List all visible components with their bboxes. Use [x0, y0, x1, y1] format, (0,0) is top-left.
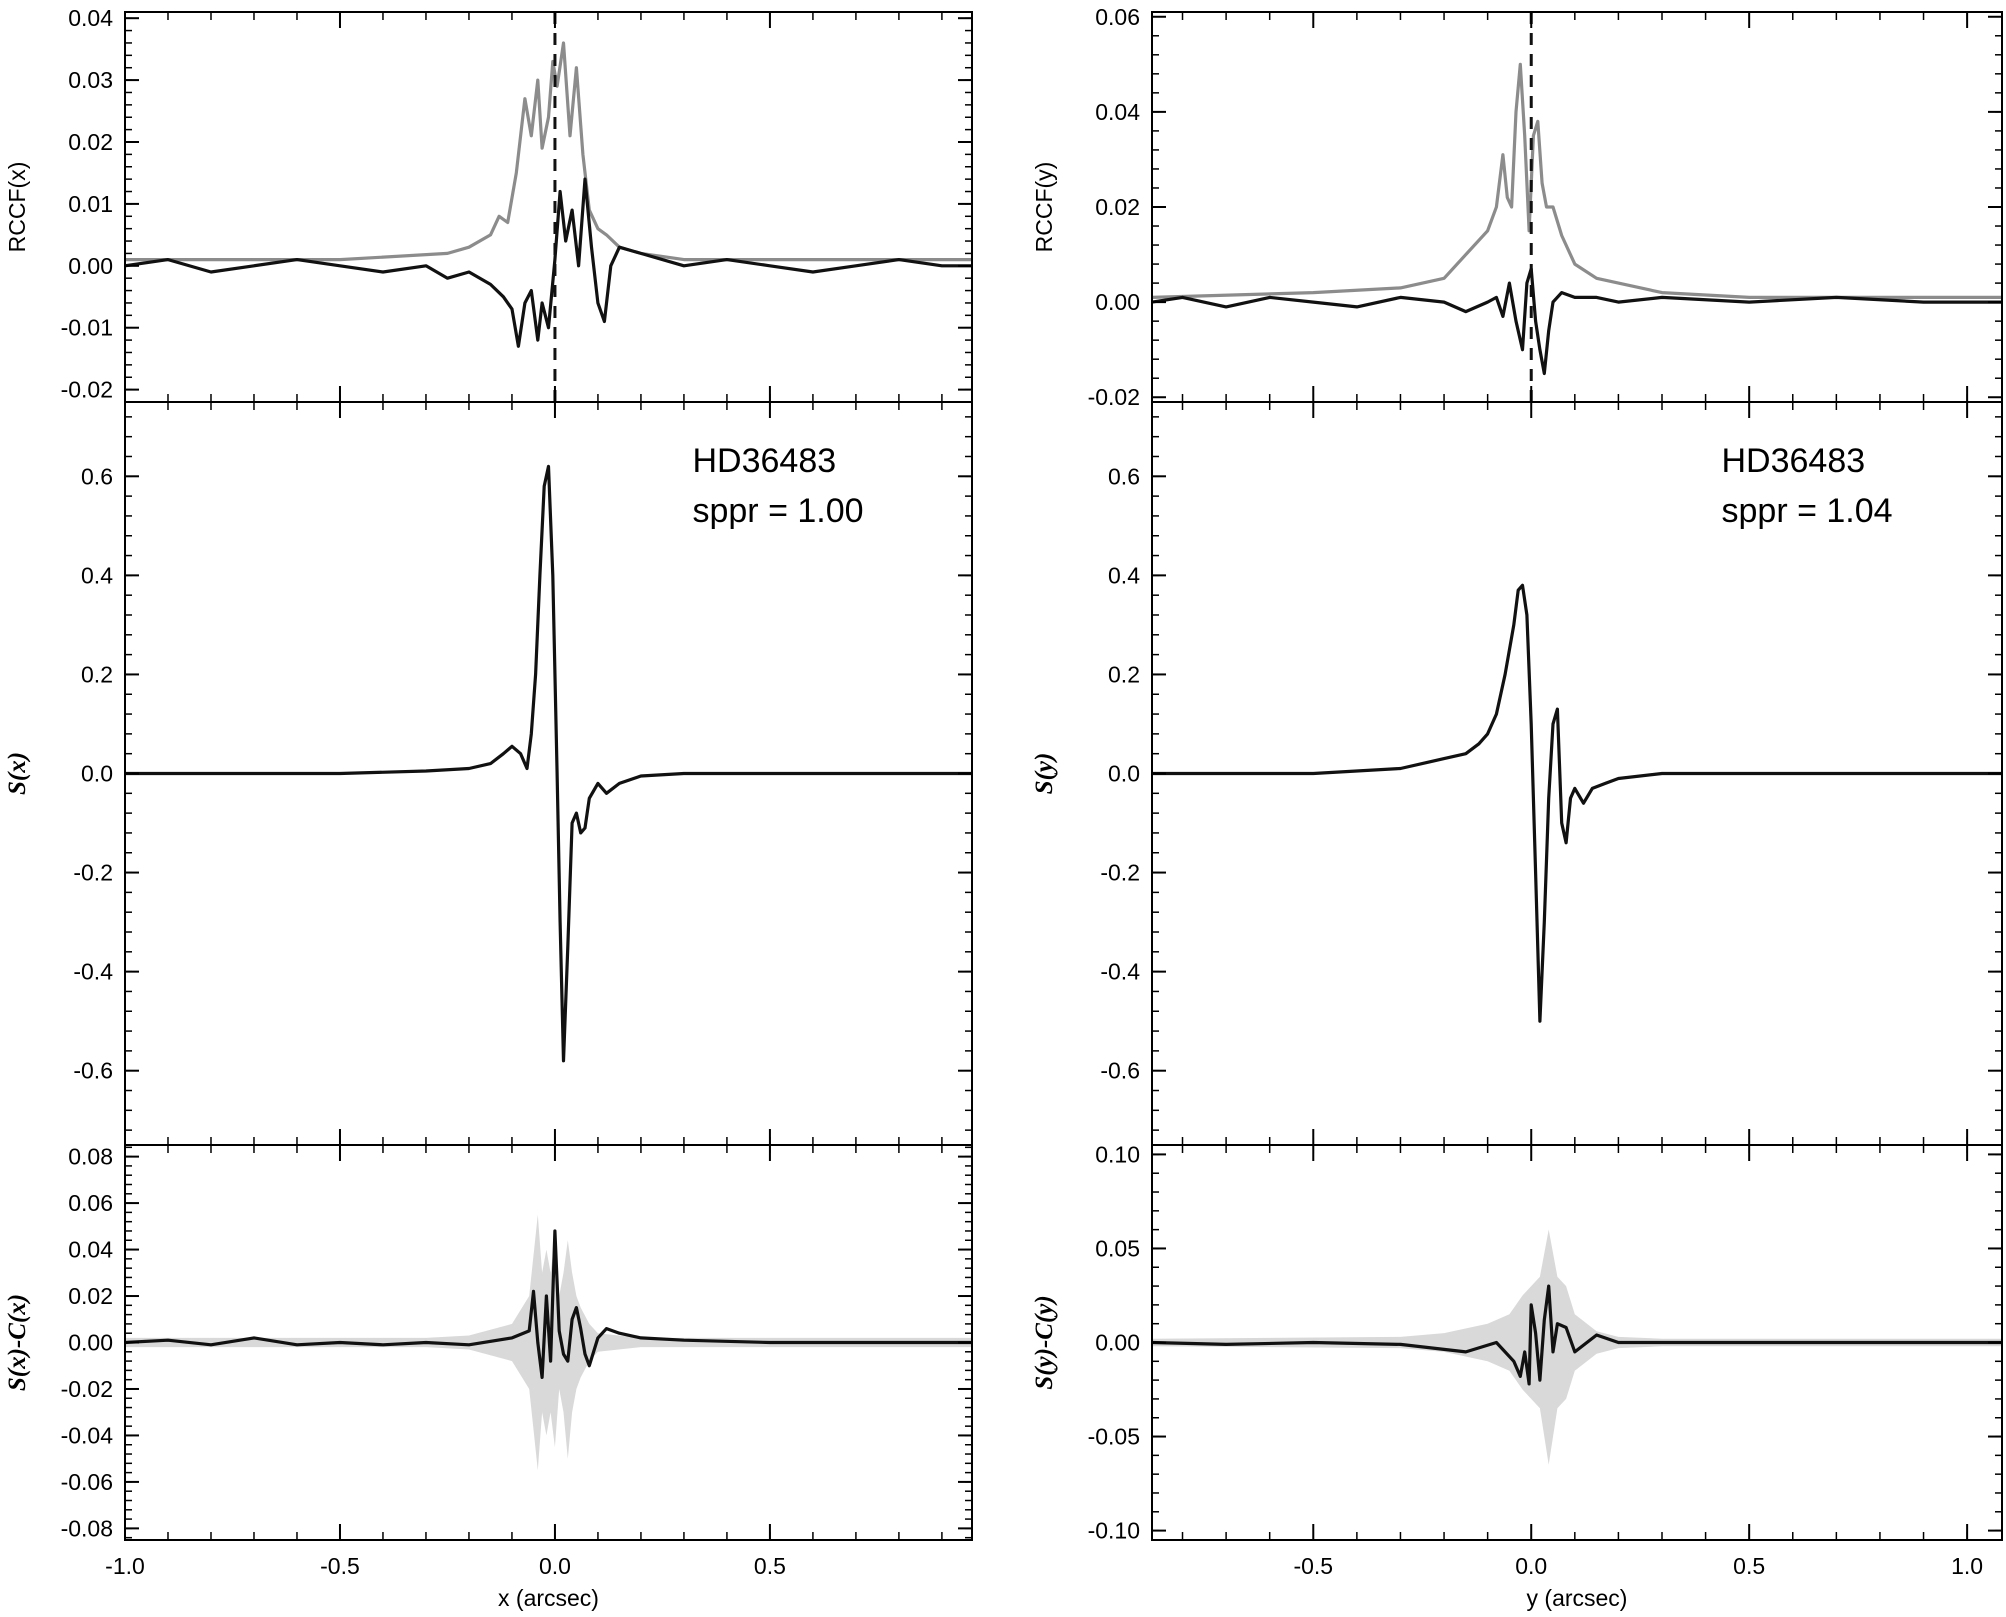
- y-tick-label: 0.03: [68, 67, 113, 93]
- y-tick-label: 0.6: [1108, 463, 1140, 489]
- y-axis-label: S(y): [1031, 753, 1058, 795]
- y-tick-label: -0.06: [61, 1469, 113, 1495]
- panel-left-middle: 0.6 0.4 0.2 0.0 -0.2 -0.4 -0.6 S(x) HD36483 sppr …: [4, 401, 973, 1146]
- y-tick-label: 0.2: [81, 661, 113, 687]
- x-tick-label: 0.0: [1515, 1553, 1547, 1579]
- y-tick-label: 0.02: [1095, 194, 1140, 220]
- plot-area: [1152, 12, 2002, 402]
- y-tick-label: -0.2: [1100, 860, 1140, 886]
- y-tick-label: 0.01: [68, 191, 113, 217]
- panel-left-top: 0.04 0.03 0.02 0.01 0.00 -0.01 -0.02 RCCF(x): [4, 5, 973, 403]
- x-axis-label: x (arcsec): [498, 1585, 599, 1611]
- plot-area: [125, 464, 972, 1063]
- y-tick-label: -0.6: [1100, 1058, 1140, 1084]
- plot-area: [1152, 583, 2002, 1023]
- panel-right-middle: 0.6 0.4 0.2 0.0 -0.2 -0.4 -0.6 S(y) HD36483 sppr …: [1031, 401, 2003, 1146]
- series-line-1: [125, 41, 972, 262]
- y-tick-label: 0.00: [1095, 1330, 1140, 1356]
- panel-right-top: 0.06 0.04 0.02 0.00 -0.02 RCCF(y): [1031, 4, 2003, 410]
- y-tick-label: -0.2: [73, 860, 113, 886]
- x-axis-label: y (arcsec): [1527, 1585, 1628, 1611]
- y-tick-label: -0.02: [1088, 384, 1140, 410]
- x-tick-label: 1.0: [1951, 1553, 1983, 1579]
- series-line-1: [125, 1229, 972, 1379]
- x-tick-label: 0.0: [539, 1553, 571, 1579]
- y-tick-label: -0.08: [61, 1515, 113, 1541]
- y-tick-label: -0.4: [1100, 959, 1140, 985]
- y-tick-label: -0.01: [61, 315, 113, 341]
- y-tick-label: 0.10: [1095, 1141, 1140, 1167]
- x-tick-label: -0.5: [320, 1553, 360, 1579]
- plot-area: [125, 1214, 972, 1471]
- x-tick-label: -0.5: [1293, 1553, 1333, 1579]
- x-tick-label: 0.5: [754, 1553, 786, 1579]
- y-tick-label: 0.05: [1095, 1235, 1140, 1261]
- series-line-1: [1152, 1284, 2002, 1386]
- panel-left-bottom: 0.08 0.06 0.04 0.02 0.00 -0.02 -0.04 -0.06 -0.08…: [4, 1144, 973, 1611]
- y-tick-label: 0.04: [1095, 99, 1140, 125]
- y-tick-label: 0.04: [68, 5, 113, 31]
- y-axis-label: RCCF(y): [1031, 162, 1057, 253]
- y-tick-label: 0.06: [68, 1190, 113, 1216]
- y-tick-label: 0.4: [1108, 562, 1140, 588]
- series-line-2: [1152, 267, 2002, 376]
- series-line-2: [125, 177, 972, 348]
- annotation-text: sppr = 1.00: [692, 492, 863, 530]
- y-tick-label: 0.04: [68, 1237, 113, 1263]
- annotation-text: HD36483: [692, 442, 836, 480]
- y-axis-label: S(x): [4, 752, 31, 795]
- y-tick-label: -0.05: [1088, 1424, 1140, 1450]
- plot-area: [1152, 1229, 2002, 1465]
- annotation-text: HD36483: [1722, 442, 1866, 480]
- x-tick-label: -1.0: [105, 1553, 145, 1579]
- y-tick-label: -0.10: [1088, 1518, 1140, 1544]
- y-tick-label: 0.0: [81, 761, 113, 787]
- y-tick-label: 0.0: [1108, 761, 1140, 787]
- series-line-1: [125, 464, 972, 1063]
- series-line-1: [1152, 62, 2002, 299]
- y-tick-label: 0.00: [68, 253, 113, 279]
- panel-right-bottom: 0.10 0.05 0.00 -0.05 -0.10 -0.5 0.0 0.5 1.0 S(y)-…: [1031, 1141, 2003, 1611]
- series-line-1: [1152, 583, 2002, 1023]
- y-tick-label: 0.00: [1095, 289, 1140, 315]
- y-tick-label: -0.6: [73, 1058, 113, 1084]
- panel-frame: [124, 11, 973, 403]
- y-tick-label: -0.04: [61, 1422, 114, 1448]
- y-tick-label: 0.00: [68, 1330, 113, 1356]
- y-tick-label: 0.4: [81, 562, 113, 588]
- y-axis-label: S(x)-C(x): [4, 1294, 31, 1391]
- y-tick-label: 0.02: [68, 1283, 113, 1309]
- y-axis-label: RCCF(x): [4, 162, 30, 253]
- y-tick-label: 0.08: [68, 1144, 113, 1170]
- annotation-text: sppr = 1.04: [1722, 492, 1893, 530]
- plot-area: [125, 12, 972, 402]
- y-tick-label: 0.6: [81, 463, 113, 489]
- y-tick-label: 0.02: [68, 129, 113, 155]
- y-axis-label: S(y)-C(y): [1031, 1295, 1058, 1389]
- y-tick-label: 0.2: [1108, 661, 1140, 687]
- y-tick-label: -0.4: [73, 959, 113, 985]
- y-tick-label: -0.02: [61, 1376, 113, 1402]
- y-tick-label: 0.06: [1095, 4, 1140, 30]
- x-tick-label: 0.5: [1733, 1553, 1765, 1579]
- error-band: [1152, 1229, 2002, 1465]
- y-tick-label: -0.02: [61, 377, 113, 403]
- panel-frame: [1151, 11, 2003, 403]
